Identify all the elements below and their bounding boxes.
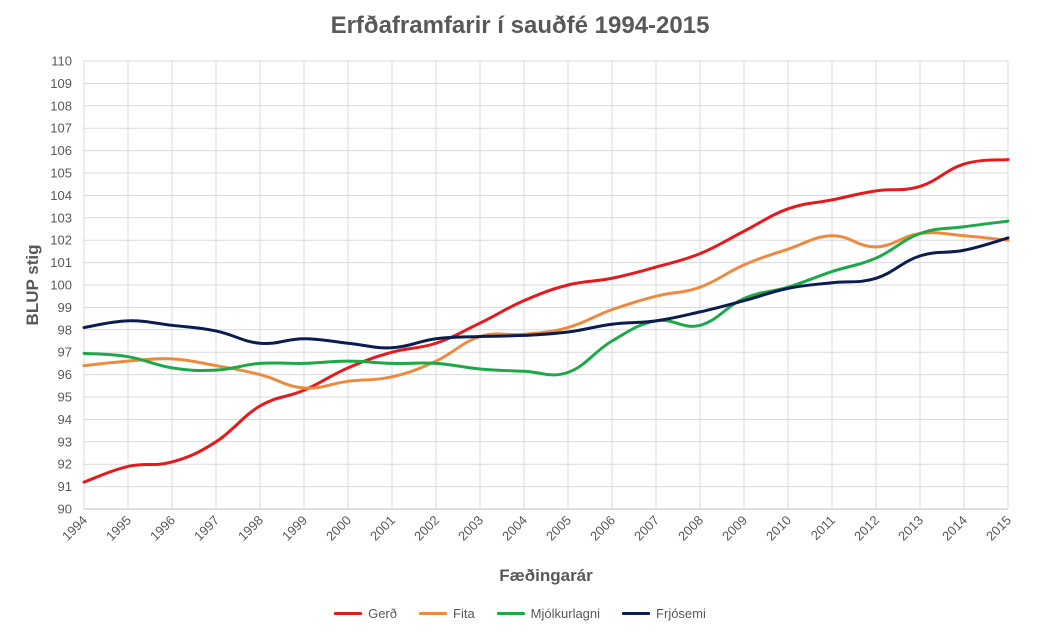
- legend-item: Gerð: [334, 606, 397, 621]
- x-tick-label: 1999: [279, 513, 310, 544]
- x-tick-label: 1998: [235, 513, 266, 544]
- y-tick-label: 105: [50, 166, 72, 181]
- x-tick-label: 2001: [367, 513, 398, 544]
- legend-label: Frjósemi: [656, 606, 706, 621]
- y-tick-label: 93: [58, 434, 72, 449]
- legend-item: Fita: [419, 606, 475, 621]
- legend-swatch: [334, 612, 363, 615]
- x-tick-label: 2003: [455, 513, 486, 544]
- y-tick-label: 106: [50, 143, 72, 158]
- y-tick-label: 109: [50, 76, 72, 91]
- series-lines: [82, 158, 1010, 484]
- series-line-1: [82, 231, 1010, 390]
- y-tick-label: 110: [51, 54, 72, 69]
- legend-item: Frjósemi: [622, 606, 706, 621]
- y-tick-label: 107: [50, 121, 72, 136]
- y-tick-label: 101: [50, 255, 72, 270]
- legend-label: Gerð: [368, 606, 397, 621]
- x-tick-label: 1996: [147, 513, 178, 544]
- series-line-3: [82, 236, 1010, 350]
- y-tick-label: 94: [58, 412, 72, 427]
- x-tick-label: 2012: [851, 513, 882, 544]
- legend-swatch: [622, 612, 651, 615]
- x-tick-label: 2007: [631, 513, 662, 544]
- y-tick-label: 92: [58, 457, 72, 472]
- x-axis-ticks: 1994 1995 1996 1997 1998 1999 2000 2001 2002 2003…: [59, 513, 1014, 544]
- x-tick-label: 2002: [411, 513, 442, 544]
- legend: Gerð Fita Mjólkurlagni Frjósemi: [0, 606, 1040, 621]
- y-tick-label: 103: [50, 210, 72, 225]
- legend-swatch: [419, 612, 447, 615]
- y-tick-label: 96: [58, 367, 72, 382]
- gridlines: [83, 60, 1009, 510]
- x-tick-label: 1994: [59, 513, 90, 544]
- x-tick-label: 2009: [719, 513, 750, 544]
- x-tick-label: 1995: [103, 513, 134, 544]
- x-axis-title: Fæðingarár: [499, 566, 593, 585]
- legend-label: Mjólkurlagni: [530, 606, 601, 621]
- x-tick-label: 2013: [895, 513, 926, 544]
- x-tick-label: 2011: [808, 513, 838, 543]
- legend-item: Mjólkurlagni: [496, 606, 601, 621]
- y-axis-title: BLUP stig: [23, 245, 42, 326]
- series-line-0: [82, 158, 1010, 484]
- x-tick-label: 2008: [675, 513, 706, 544]
- x-tick-label: 1997: [191, 513, 222, 544]
- y-tick-label: 91: [58, 479, 72, 494]
- y-tick-label: 95: [58, 390, 72, 405]
- x-tick-label: 2010: [763, 513, 794, 544]
- y-tick-label: 100: [50, 278, 72, 293]
- legend-label: Fita: [453, 606, 475, 621]
- chart-title: Erfðaframfarir í sauðfé 1994-2015: [330, 12, 710, 39]
- x-tick-label: 2015: [983, 513, 1014, 544]
- x-tick-label: 2004: [499, 513, 530, 544]
- y-tick-label: 108: [50, 98, 72, 113]
- y-tick-label: 97: [58, 345, 72, 360]
- x-tick-label: 2014: [939, 513, 970, 544]
- y-axis-ticks: 90 91 92 93 94 95 96 97 98 99 100 101 102 103 104 105 10…: [50, 54, 72, 517]
- series-line-2: [82, 219, 1010, 377]
- x-tick-label: 2000: [323, 513, 354, 544]
- y-tick-label: 99: [58, 300, 72, 315]
- y-tick-label: 98: [58, 322, 72, 337]
- legend-swatch: [496, 612, 525, 615]
- plot-area: 90 91 92 93 94 95 96 97 98 99 100 101 102 103 104 105 10…: [23, 54, 1014, 586]
- y-tick-label: 102: [50, 233, 72, 248]
- x-tick-label: 2006: [587, 513, 618, 544]
- y-tick-label: 90: [58, 502, 72, 517]
- x-tick-label: 2005: [543, 513, 574, 544]
- y-tick-label: 104: [50, 188, 72, 203]
